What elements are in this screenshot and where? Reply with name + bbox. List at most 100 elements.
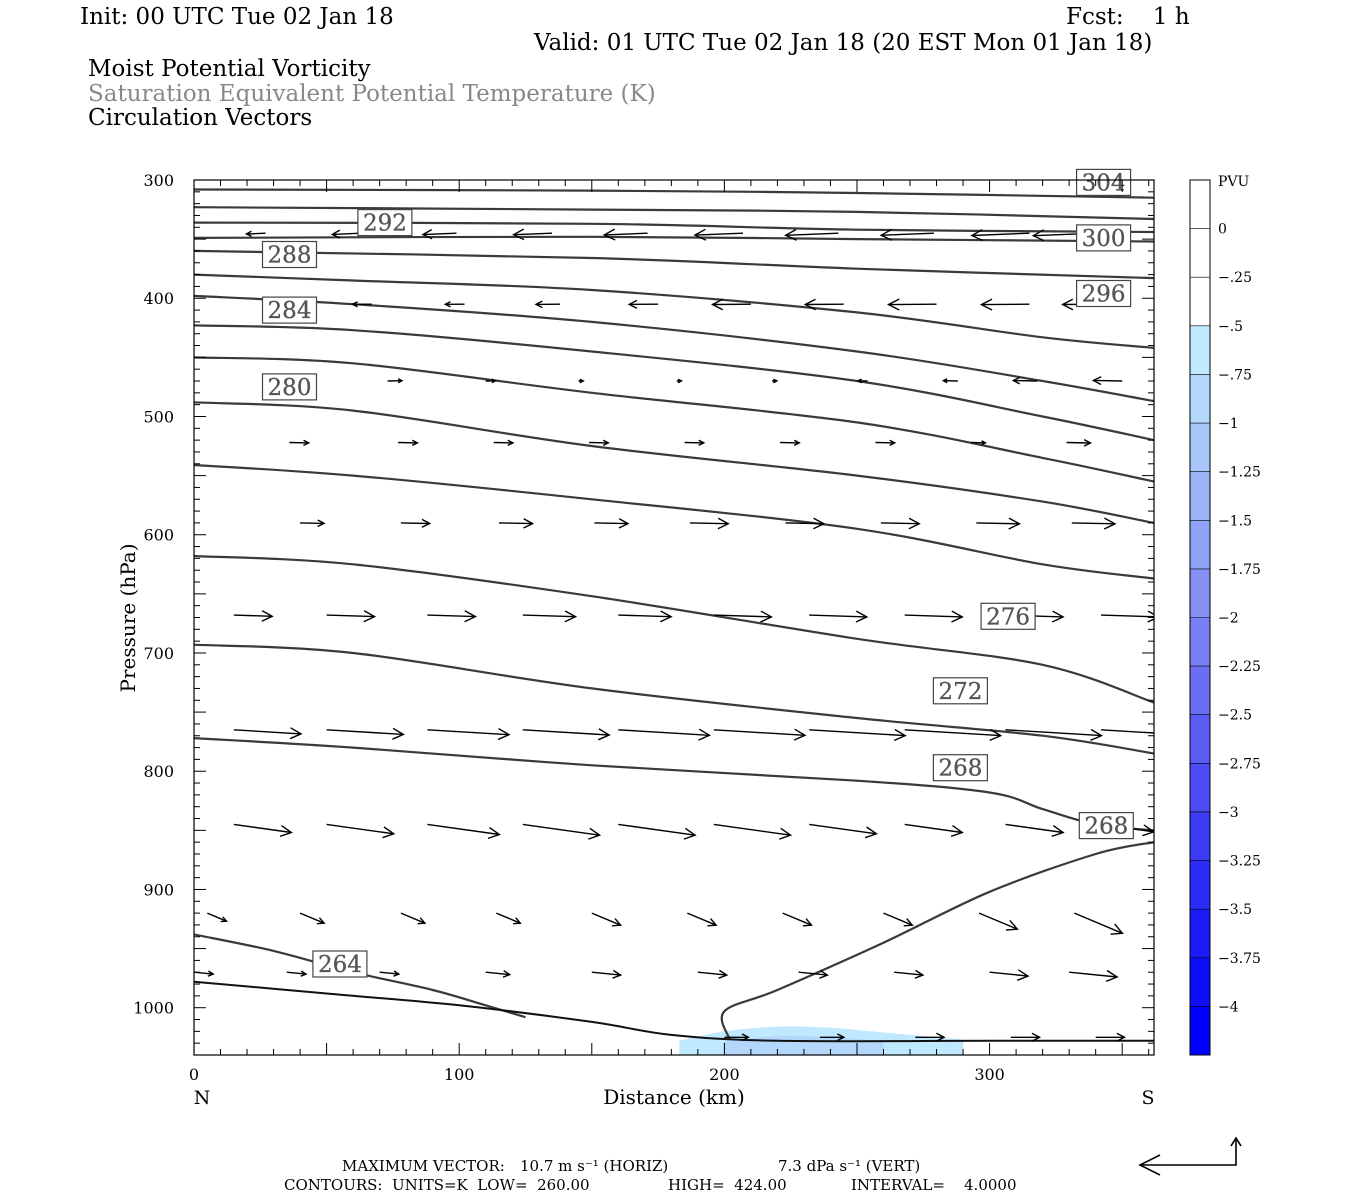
vector-head bbox=[588, 827, 602, 840]
vector-head bbox=[382, 826, 396, 839]
colorbar-bin bbox=[1190, 714, 1210, 764]
vector-shaft bbox=[485, 971, 510, 976]
vector-head bbox=[1051, 825, 1065, 838]
colorbar-label: −.75 bbox=[1218, 367, 1252, 383]
vector-shaft bbox=[299, 912, 325, 924]
contour-label-276-4: 276 bbox=[986, 604, 1030, 630]
vector-head bbox=[879, 228, 893, 241]
vector-head bbox=[244, 230, 252, 238]
vector-arrow bbox=[602, 228, 648, 241]
vector-arrow bbox=[1095, 1032, 1127, 1042]
vector-head bbox=[602, 439, 610, 447]
vector-arrow bbox=[398, 439, 419, 447]
vector-shaft bbox=[427, 729, 510, 736]
vector-arrow bbox=[379, 970, 401, 977]
contour-label-box-4 bbox=[980, 602, 1036, 630]
vector-arrow bbox=[1066, 438, 1093, 447]
contour-label-box-9 bbox=[1075, 279, 1132, 308]
vector-arrow bbox=[1011, 376, 1038, 385]
vector-arrow bbox=[798, 969, 829, 979]
vector-head bbox=[864, 826, 878, 839]
vector-head bbox=[1031, 229, 1045, 242]
vector-shaft bbox=[1074, 912, 1123, 934]
y-tick-label: 300 bbox=[143, 171, 174, 190]
vector-head bbox=[602, 228, 616, 241]
contour-268-2 bbox=[720, 841, 1154, 1040]
colorbar-label: −2.5 bbox=[1218, 708, 1252, 724]
contour-264-0 bbox=[194, 933, 526, 1019]
field-title-mpv: Moist Potential Vorticity bbox=[88, 56, 371, 82]
contour-304-11 bbox=[194, 249, 1154, 280]
vector-head bbox=[951, 610, 964, 623]
colorbar-label: −3 bbox=[1218, 805, 1239, 821]
contour-268-1 bbox=[194, 737, 1154, 832]
vector-shaft bbox=[883, 912, 913, 926]
vector-head bbox=[597, 728, 611, 741]
vector-head bbox=[660, 610, 673, 623]
vector-arrow bbox=[326, 610, 377, 623]
contour-label-box-0 bbox=[312, 950, 368, 978]
vector-arrow bbox=[904, 823, 964, 838]
vector-head bbox=[741, 1033, 750, 1042]
vector-shaft bbox=[880, 522, 920, 525]
vector-shaft bbox=[713, 614, 772, 618]
vector-arrow bbox=[627, 299, 659, 309]
vector-arrow bbox=[976, 517, 1022, 530]
colorbar-bin bbox=[1190, 180, 1210, 230]
vector-head bbox=[683, 827, 697, 840]
vector-arrow bbox=[387, 378, 404, 384]
vector-shaft bbox=[604, 232, 648, 236]
colorbar-label: −1.25 bbox=[1218, 465, 1261, 481]
vector-shaft bbox=[1005, 823, 1064, 834]
vector-shaft bbox=[246, 232, 266, 235]
vector-arrow bbox=[941, 378, 958, 384]
vector-shaft bbox=[894, 971, 923, 976]
vector-head bbox=[1016, 969, 1030, 981]
contour-308-12 bbox=[194, 235, 1154, 243]
vector-arrow bbox=[713, 823, 793, 840]
contour-label-296-9: 296 bbox=[1082, 282, 1126, 308]
vector-arrow bbox=[618, 610, 673, 623]
vector-arrow bbox=[534, 300, 561, 309]
colorbar-label: −1.75 bbox=[1218, 562, 1261, 578]
max-vector-vert: 7.3 dPa s⁻¹ (VERT) bbox=[778, 1157, 921, 1175]
contour-276-4 bbox=[194, 554, 1154, 704]
vector-head bbox=[677, 378, 684, 384]
vector-shaft bbox=[1100, 729, 1154, 734]
vector-head bbox=[914, 969, 925, 979]
ground-line bbox=[194, 980, 1154, 1043]
vector-head bbox=[793, 728, 807, 741]
vector-head bbox=[303, 439, 311, 447]
vector-arrow bbox=[689, 517, 730, 530]
contour-320-15 bbox=[194, 188, 1154, 199]
vector-arrow bbox=[684, 439, 706, 447]
vector-arrow bbox=[904, 728, 1003, 742]
vector-head bbox=[316, 917, 326, 925]
contour-interval: INTERVAL= 4.0000 bbox=[851, 1176, 1017, 1194]
contour-label-268-1: 268 bbox=[938, 756, 982, 782]
vector-head bbox=[207, 970, 215, 977]
vector-shaft bbox=[233, 823, 292, 834]
x-tick-label: 200 bbox=[709, 1065, 740, 1084]
contour-280-5 bbox=[194, 463, 1154, 580]
ground-surface-line bbox=[194, 980, 1154, 1043]
vector-head bbox=[421, 228, 433, 240]
vector-arrow bbox=[326, 727, 405, 740]
colorbar-bin bbox=[1190, 811, 1210, 861]
circulation-vectors bbox=[194, 228, 1154, 1042]
vector-shaft bbox=[904, 823, 963, 834]
vector-shaft bbox=[1093, 379, 1123, 382]
vector-head bbox=[487, 827, 501, 840]
vector-arrow bbox=[979, 298, 1030, 311]
contour-label-box-3 bbox=[932, 677, 989, 705]
colorbar-label: −3.5 bbox=[1218, 902, 1252, 918]
vector-arrow bbox=[809, 610, 869, 623]
theta-es-contours bbox=[194, 188, 1154, 1040]
colorbar-bin bbox=[1190, 228, 1210, 278]
vector-head bbox=[618, 518, 630, 529]
vector-head bbox=[363, 610, 377, 623]
vector-arrow bbox=[1005, 728, 1104, 742]
vector-arrow bbox=[289, 439, 311, 447]
vector-shaft bbox=[689, 522, 729, 525]
vector-shaft bbox=[904, 729, 1001, 737]
